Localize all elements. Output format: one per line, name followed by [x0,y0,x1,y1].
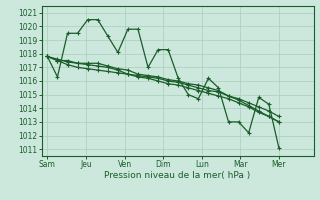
X-axis label: Pression niveau de la mer( hPa ): Pression niveau de la mer( hPa ) [104,171,251,180]
